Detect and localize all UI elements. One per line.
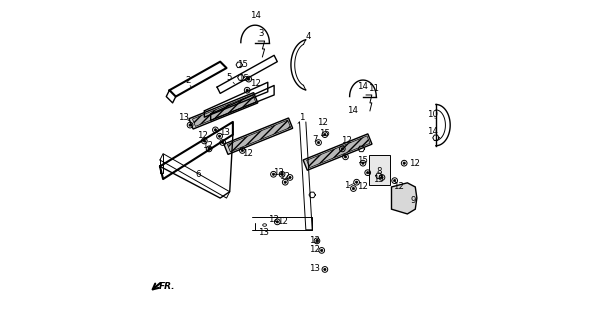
Circle shape (341, 148, 343, 150)
Circle shape (276, 221, 279, 223)
Text: 11: 11 (368, 84, 379, 93)
Circle shape (219, 135, 220, 137)
Circle shape (289, 176, 291, 179)
Text: 12: 12 (341, 136, 352, 145)
Text: 15: 15 (238, 74, 249, 83)
Text: 12: 12 (250, 79, 261, 88)
Text: 13: 13 (219, 128, 231, 137)
Circle shape (344, 156, 347, 158)
Bar (303, 134, 372, 170)
Circle shape (281, 173, 283, 175)
Text: 12: 12 (317, 118, 328, 127)
Text: FR.: FR. (159, 282, 176, 292)
Text: 13: 13 (179, 113, 189, 122)
Text: 14: 14 (426, 127, 438, 136)
Text: 14: 14 (347, 106, 358, 115)
Circle shape (317, 141, 320, 144)
Text: 12: 12 (409, 159, 420, 168)
Circle shape (394, 180, 396, 182)
Circle shape (222, 141, 224, 144)
Text: 4: 4 (305, 32, 311, 41)
Text: 12: 12 (273, 168, 285, 177)
Circle shape (273, 173, 274, 175)
Circle shape (247, 78, 250, 80)
Text: 1: 1 (344, 181, 349, 190)
Text: 7: 7 (313, 135, 318, 144)
Text: 6: 6 (196, 170, 201, 179)
Circle shape (189, 124, 191, 126)
Circle shape (284, 181, 286, 183)
Circle shape (214, 129, 217, 131)
Bar (224, 118, 293, 155)
Circle shape (355, 181, 358, 183)
Text: 3: 3 (259, 28, 264, 38)
Text: 12: 12 (197, 131, 208, 140)
Circle shape (367, 172, 369, 174)
Text: 14: 14 (250, 11, 261, 20)
Text: 12: 12 (279, 172, 290, 181)
Text: 12: 12 (309, 245, 320, 254)
Text: 8: 8 (377, 167, 382, 176)
Text: 15: 15 (319, 129, 331, 138)
Text: 1: 1 (300, 113, 305, 122)
Circle shape (203, 140, 205, 142)
Circle shape (323, 133, 326, 136)
Text: 15: 15 (357, 156, 368, 165)
Circle shape (362, 162, 364, 164)
Circle shape (241, 149, 244, 152)
Text: 12: 12 (393, 181, 404, 190)
Circle shape (403, 162, 406, 164)
Bar (228, 120, 291, 152)
Bar (192, 95, 256, 126)
Text: 9: 9 (410, 196, 416, 205)
Polygon shape (392, 183, 417, 214)
Text: 14: 14 (358, 82, 368, 91)
Circle shape (246, 89, 249, 91)
Circle shape (323, 268, 326, 271)
Text: 12: 12 (358, 181, 368, 190)
Circle shape (352, 188, 355, 190)
Text: 13: 13 (309, 264, 320, 273)
Circle shape (208, 148, 210, 150)
Bar (307, 136, 370, 168)
Bar (370, 155, 390, 185)
Text: 2: 2 (186, 76, 191, 85)
Bar (189, 92, 258, 129)
Text: 13: 13 (259, 228, 270, 237)
Text: 5: 5 (226, 73, 232, 82)
Text: 10: 10 (427, 109, 438, 118)
Circle shape (316, 240, 318, 242)
Circle shape (381, 176, 383, 179)
Text: 15: 15 (237, 60, 248, 69)
Text: 12: 12 (241, 149, 253, 158)
Text: 12: 12 (268, 215, 279, 224)
Circle shape (320, 249, 323, 252)
Text: 15: 15 (373, 174, 385, 184)
Text: 12: 12 (202, 141, 213, 150)
Text: 12: 12 (277, 217, 289, 226)
Text: 13: 13 (309, 236, 320, 245)
